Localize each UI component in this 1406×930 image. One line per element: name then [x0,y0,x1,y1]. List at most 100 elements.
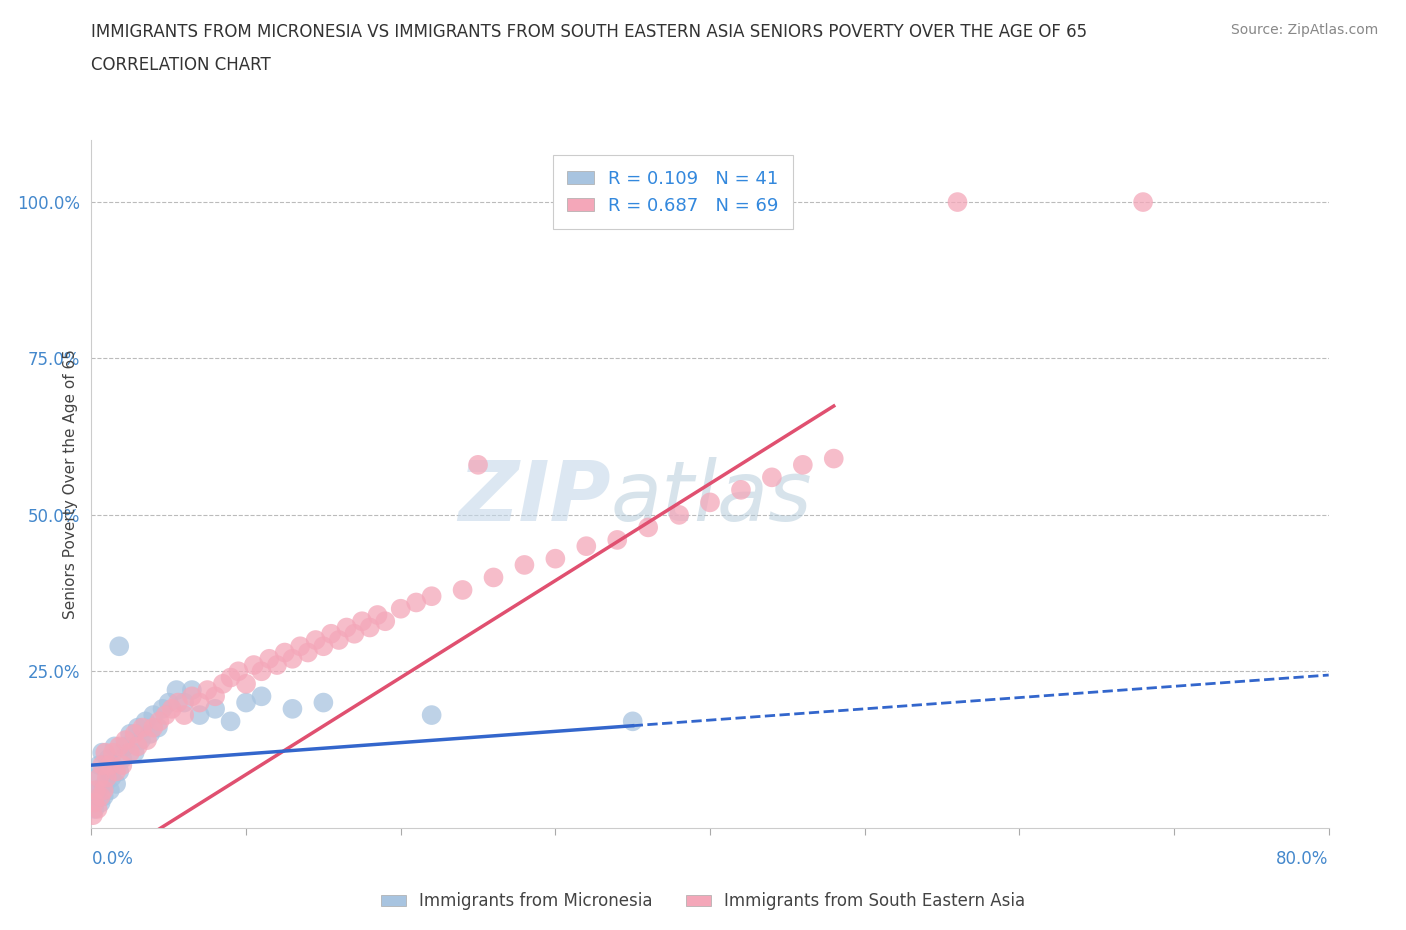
Point [250,689,273,704]
Point [180,683,202,698]
Point [111,751,134,766]
Point [127,720,149,735]
Point [105,777,128,791]
Point [82,808,104,823]
Point [188,708,211,723]
Point [142,720,165,735]
Point [108,764,131,778]
Point [173,695,195,710]
Point [90,795,112,810]
Point [120,745,141,760]
Point [352,614,374,629]
Text: 0.0%: 0.0% [91,850,134,868]
Point [946,194,969,209]
Point [451,582,474,597]
Point [242,658,264,672]
Point [124,745,146,760]
Point [108,739,131,754]
Point [100,770,122,785]
Point [96,770,118,785]
Point [513,557,536,572]
Point [606,533,628,548]
Point [389,602,412,617]
Point [420,589,443,604]
Point [405,595,427,610]
Point [120,726,141,741]
Point [101,745,124,760]
Point [83,795,105,810]
Point [93,789,115,804]
Point [167,695,190,710]
Point [97,751,120,766]
Text: ZIP: ZIP [458,457,612,538]
Point [374,614,396,629]
Point [366,607,388,622]
Point [90,789,112,804]
Point [86,783,108,798]
Point [297,645,319,660]
Point [98,783,121,798]
Point [155,708,177,723]
Point [281,701,304,716]
Point [94,777,117,791]
Point [235,695,257,710]
Point [699,495,721,510]
Point [467,458,489,472]
Point [93,783,115,798]
Text: CORRELATION CHART: CORRELATION CHART [91,56,271,73]
Point [108,639,131,654]
Point [148,714,170,729]
Point [127,739,149,754]
Point [142,708,165,723]
Point [96,764,118,778]
Legend: R = 0.109   N = 41, R = 0.687   N = 69: R = 0.109 N = 41, R = 0.687 N = 69 [553,155,793,230]
Point [312,639,335,654]
Point [135,714,157,729]
Point [304,632,326,647]
Point [266,658,288,672]
Point [328,632,350,647]
Point [823,451,845,466]
Point [761,470,783,485]
Point [321,626,343,641]
Point [730,483,752,498]
Point [250,664,273,679]
Point [104,739,127,754]
Legend: Immigrants from Micronesia, Immigrants from South Eastern Asia: Immigrants from Micronesia, Immigrants f… [374,885,1032,917]
Point [114,739,136,754]
Point [544,551,567,566]
Point [105,764,128,778]
Point [359,620,381,635]
Point [86,802,108,817]
Point [281,651,304,666]
Point [343,626,366,641]
Point [235,676,257,691]
Point [312,695,335,710]
Point [204,701,226,716]
Point [259,651,281,666]
Point [114,733,136,748]
Point [228,664,250,679]
Point [792,458,814,472]
Point [87,758,111,773]
Point [101,758,124,773]
Point [129,733,152,748]
Text: Source: ZipAtlas.com: Source: ZipAtlas.com [1230,23,1378,37]
Point [146,720,169,735]
Point [131,720,153,735]
Text: 80.0%: 80.0% [1277,850,1329,868]
Point [84,770,107,785]
Text: atlas: atlas [612,457,813,538]
Point [91,745,114,760]
Point [290,639,312,654]
Point [111,758,134,773]
Point [420,708,443,723]
Point [575,538,598,553]
Point [219,671,242,685]
Point [136,733,159,748]
Point [336,620,357,635]
Point [668,508,690,523]
Text: IMMIGRANTS FROM MICRONESIA VS IMMIGRANTS FROM SOUTH EASTERN ASIA SENIORS POVERTY: IMMIGRANTS FROM MICRONESIA VS IMMIGRANTS… [91,23,1087,41]
Point [621,714,644,729]
Point [195,683,219,698]
